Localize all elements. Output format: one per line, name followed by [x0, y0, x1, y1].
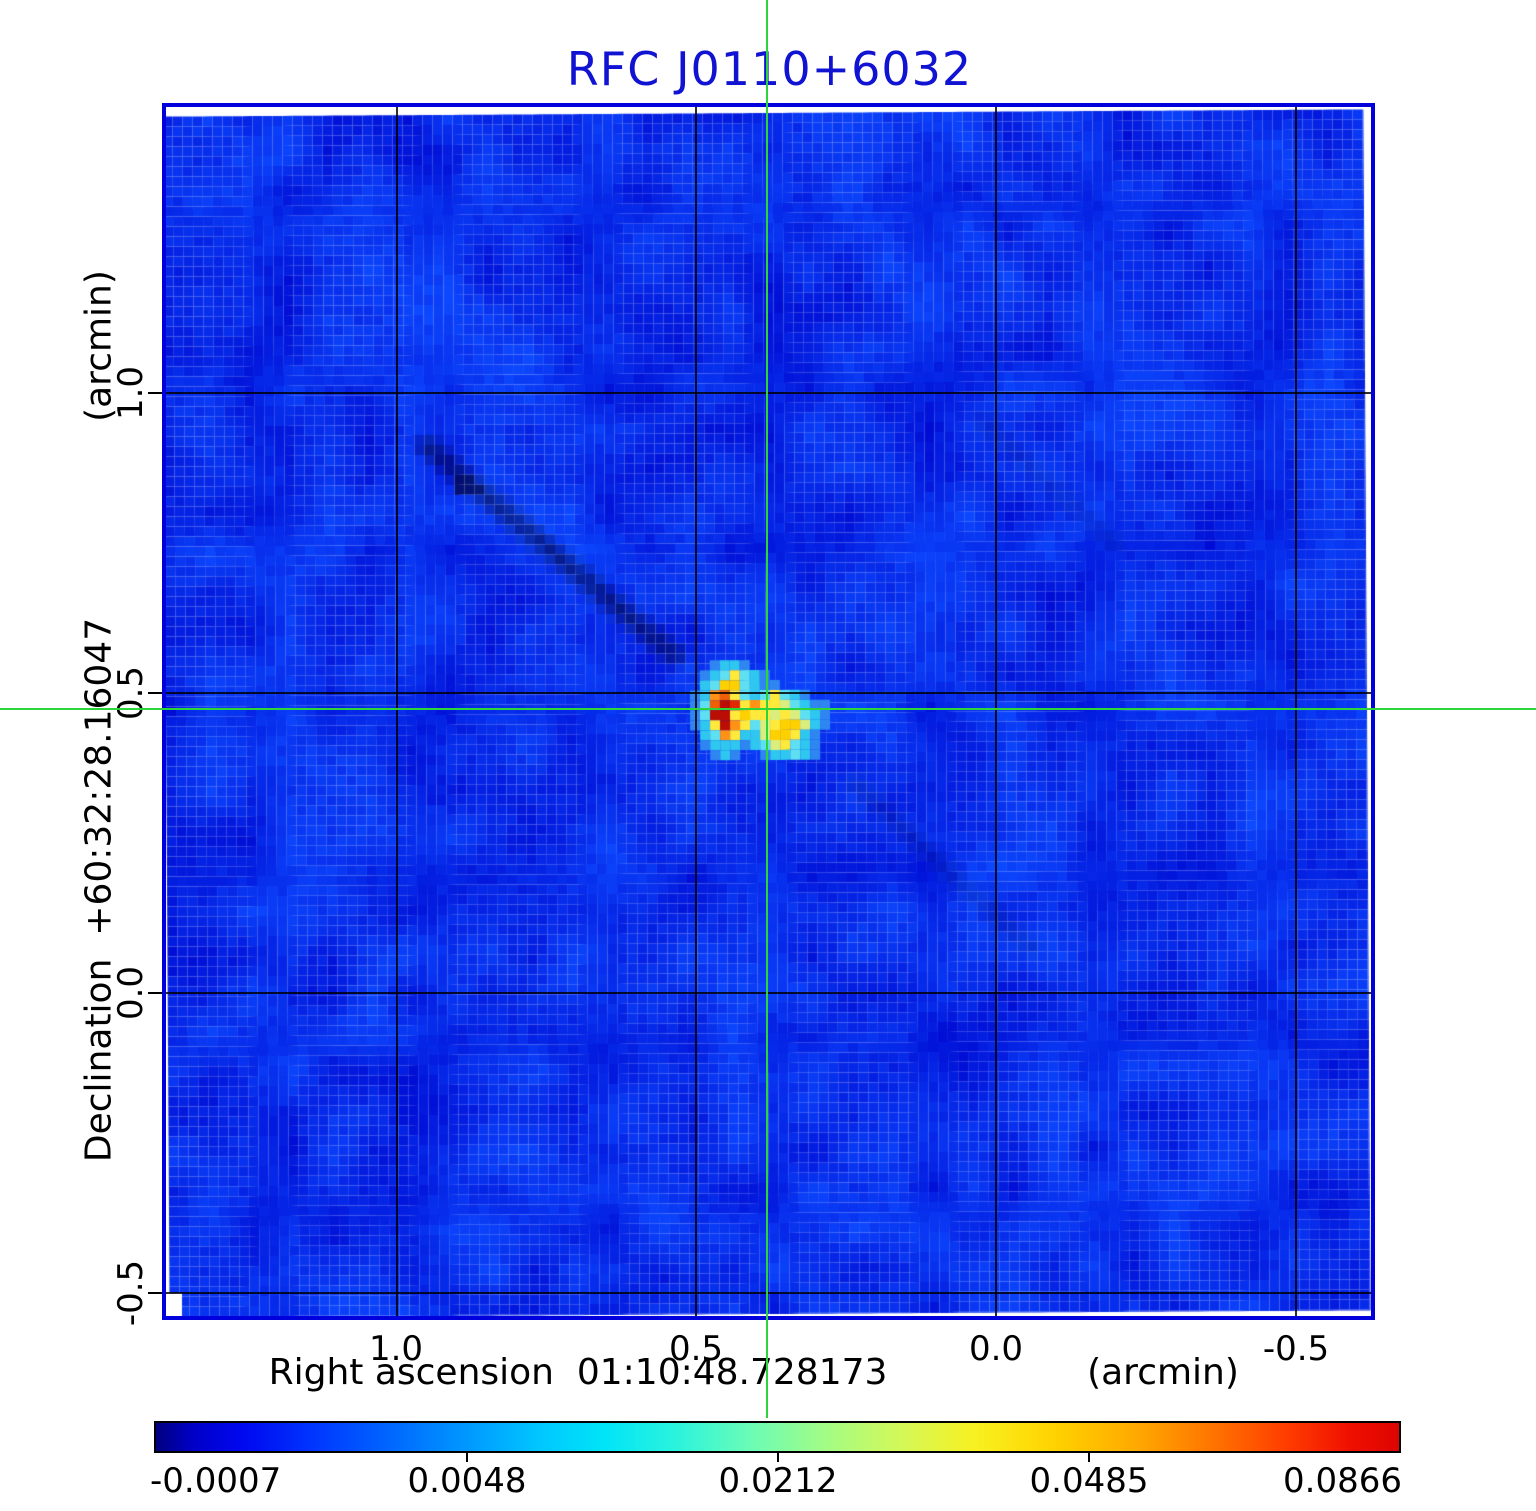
- colorbar-tick-mark: [1088, 1453, 1091, 1462]
- y-tick-label--0.5: -0.5: [111, 1259, 151, 1327]
- gridline-horizontal--0.5: [166, 1292, 1371, 1294]
- y-tick-mark: [148, 1292, 162, 1295]
- x-tick-label-0.0: 0.0: [968, 1329, 1024, 1369]
- gridline-vertical-1.0: [396, 107, 398, 1316]
- sky-image-raster: [166, 107, 1371, 1316]
- x-tick-label-1.0: 1.0: [368, 1329, 424, 1369]
- gridline-vertical-0.0: [995, 107, 997, 1316]
- colorbar-label-min: -0.0007: [150, 1461, 282, 1501]
- gridline-vertical--0.5: [1295, 107, 1297, 1316]
- colorbar-gradient: [156, 1423, 1399, 1451]
- x-axis-label: Right ascension 01:10:48.728173: [268, 1352, 888, 1393]
- x-axis-unit-label: (arcmin): [1087, 1352, 1239, 1393]
- plot-area: [162, 103, 1375, 1320]
- crosshair-horizontal-line: [0, 708, 1536, 711]
- x-tick-label--0.5: -0.5: [1262, 1329, 1330, 1369]
- colorbar-label-1: 0.0048: [407, 1461, 527, 1501]
- y-tick-mark: [148, 992, 162, 995]
- colorbar-label-3: 0.0485: [1029, 1461, 1149, 1501]
- colorbar-tick-mark: [777, 1453, 780, 1462]
- y-axis-label: Declination +60:32:28.16047: [78, 617, 120, 1163]
- y-tick-mark: [148, 692, 162, 695]
- y-tick-mark: [148, 392, 162, 395]
- x-tick-label-0.5: 0.5: [668, 1329, 724, 1369]
- colorbar-tick-mark: [466, 1453, 469, 1462]
- gridline-vertical-0.5: [695, 107, 697, 1316]
- colorbar-label-max: 0.0866: [1283, 1461, 1402, 1501]
- colorbar: [154, 1421, 1401, 1453]
- gridline-horizontal-0.5: [166, 692, 1371, 694]
- figure-title: RFC J0110+6032: [566, 42, 973, 96]
- y-axis-unit-label: (arcmin): [78, 270, 120, 422]
- gridline-horizontal-0.0: [166, 992, 1371, 994]
- colorbar-label-2: 0.0212: [718, 1461, 838, 1501]
- gridline-horizontal-1.0: [166, 392, 1371, 394]
